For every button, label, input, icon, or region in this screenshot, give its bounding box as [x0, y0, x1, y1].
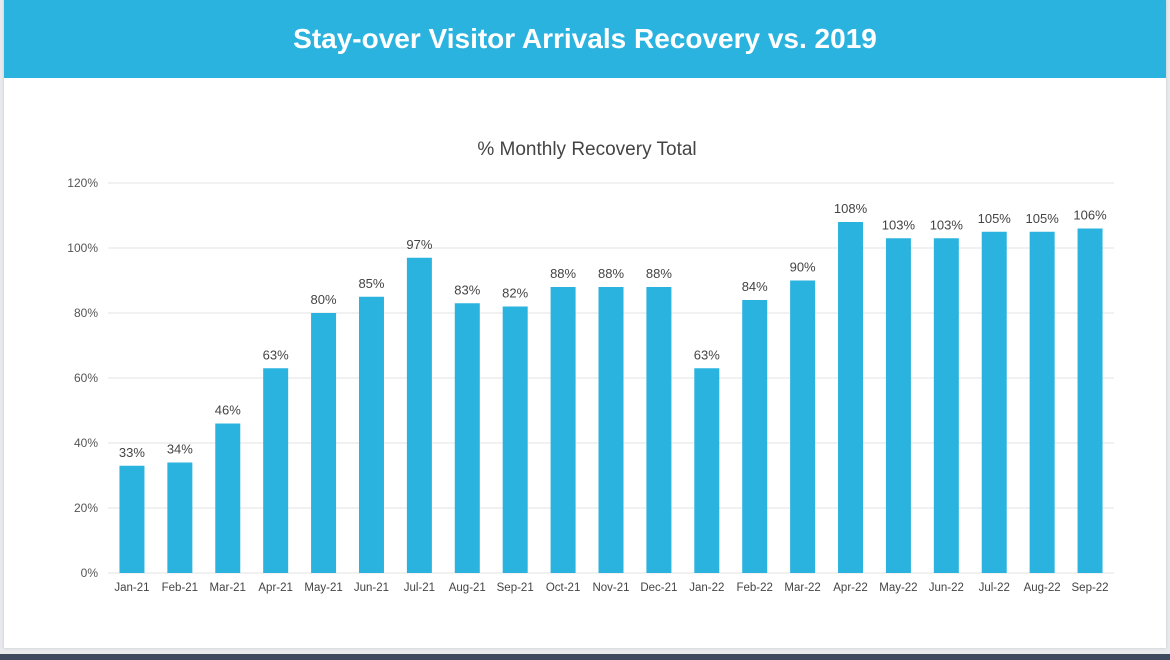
x-tick-label: Mar-21	[210, 582, 246, 594]
x-tick-label: Jun-21	[354, 582, 389, 594]
y-tick-label: 100%	[67, 241, 98, 255]
bar-may-21	[311, 313, 337, 573]
data-label: 88%	[550, 266, 576, 281]
data-label: 103%	[882, 217, 916, 232]
x-tick-label: Jul-22	[979, 582, 1010, 594]
data-label: 84%	[742, 279, 768, 294]
bar-mar-21	[215, 423, 241, 573]
header-banner: Stay-over Visitor Arrivals Recovery vs. …	[4, 0, 1166, 78]
data-label: 80%	[311, 292, 337, 307]
bar-mar-22	[790, 280, 816, 573]
bar-jan-22	[694, 368, 720, 573]
data-label: 88%	[646, 266, 672, 281]
bar-oct-21	[550, 287, 576, 573]
data-label: 106%	[1073, 208, 1107, 223]
x-tick-label: May-22	[879, 582, 917, 594]
bar-sep-21	[502, 306, 528, 573]
x-tick-label: Feb-22	[736, 582, 772, 594]
data-label: 83%	[454, 282, 480, 297]
bar-may-22	[885, 238, 911, 573]
x-tick-label: Jan-21	[114, 582, 149, 594]
bar-jan-21	[119, 465, 145, 573]
bar-sep-22	[1077, 228, 1103, 573]
y-tick-label: 80%	[74, 306, 98, 320]
data-label: 105%	[1026, 211, 1060, 226]
x-tick-label: Mar-22	[784, 582, 820, 594]
data-label: 63%	[694, 347, 720, 362]
x-tick-label: Aug-22	[1024, 582, 1061, 594]
bar-feb-22	[742, 300, 768, 573]
x-tick-label: Nov-21	[592, 582, 629, 594]
x-tick-label: Jun-22	[929, 582, 964, 594]
data-label: 97%	[406, 237, 432, 252]
data-label: 34%	[167, 442, 193, 457]
x-tick-label: Dec-21	[640, 582, 677, 594]
data-label: 108%	[834, 201, 868, 216]
data-label: 90%	[790, 260, 816, 275]
x-tick-label: Jul-21	[404, 582, 435, 594]
y-tick-label: 0%	[81, 566, 99, 580]
y-tick-label: 20%	[74, 501, 98, 515]
data-label: 105%	[978, 211, 1012, 226]
data-label: 82%	[502, 286, 528, 301]
bar-jun-22	[933, 238, 959, 573]
data-label: 63%	[263, 347, 289, 362]
bottom-strip	[0, 654, 1170, 660]
x-tick-label: Aug-21	[449, 582, 486, 594]
y-tick-label: 40%	[74, 436, 98, 450]
data-label: 33%	[119, 445, 145, 460]
x-tick-label: Jan-22	[689, 582, 724, 594]
bar-apr-22	[838, 222, 864, 573]
data-label: 88%	[598, 266, 624, 281]
bar-dec-21	[646, 287, 672, 573]
data-label: 46%	[215, 403, 241, 418]
bar-jun-21	[358, 296, 384, 573]
bar-aug-22	[1029, 231, 1055, 573]
bar-nov-21	[598, 287, 624, 573]
bar-chart: % Monthly Recovery Total 0% 20% 40% 60% 80% 1…	[67, 139, 1114, 594]
x-tick-label: Apr-21	[258, 582, 293, 594]
data-label: 103%	[930, 217, 964, 232]
bar-aug-21	[454, 303, 480, 573]
x-tick-label: Oct-21	[546, 582, 581, 594]
y-tick-label: 60%	[74, 371, 98, 385]
page-title: Stay-over Visitor Arrivals Recovery vs. …	[293, 23, 877, 54]
x-tick-label: Sep-21	[497, 582, 534, 594]
slide-panel: Stay-over Visitor Arrivals Recovery vs. …	[4, 0, 1166, 648]
x-tick-label: Feb-21	[162, 582, 198, 594]
x-tick-label: May-21	[304, 582, 342, 594]
bar-apr-21	[263, 368, 289, 573]
chart-title: % Monthly Recovery Total	[477, 139, 696, 160]
x-tick-label: Apr-22	[833, 582, 868, 594]
x-tick-label: Sep-22	[1072, 582, 1109, 594]
bar-jul-21	[406, 257, 432, 573]
bar-feb-21	[167, 462, 193, 573]
data-label: 85%	[358, 276, 384, 291]
y-tick-label: 120%	[67, 176, 98, 190]
bar-jul-22	[981, 231, 1007, 573]
